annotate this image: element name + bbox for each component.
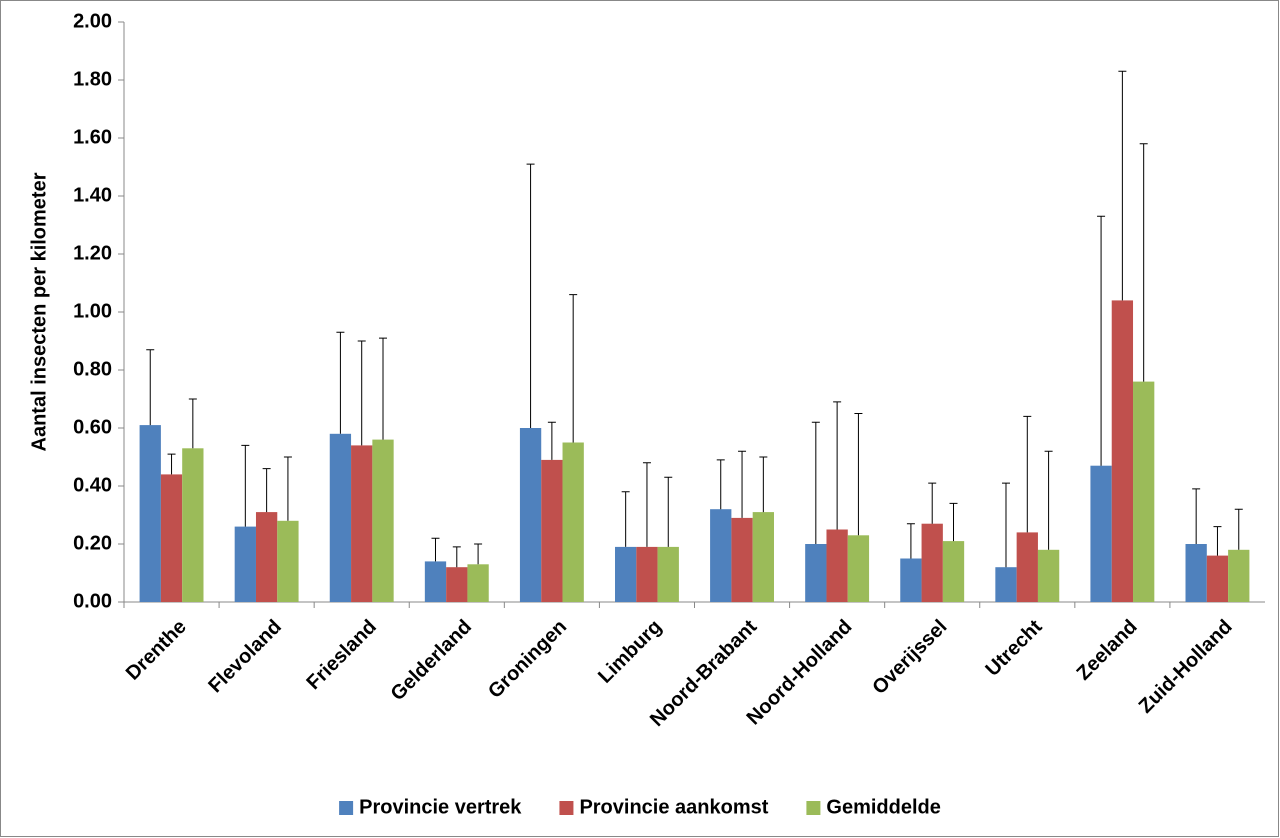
y-tick-label: 1.60 <box>73 126 112 148</box>
bar <box>182 448 204 602</box>
error-bar <box>664 476 673 547</box>
legend-swatch <box>559 801 574 815</box>
bar <box>519 428 542 602</box>
bar <box>847 535 870 602</box>
error-bar <box>759 456 768 513</box>
error-bar <box>854 413 863 536</box>
legend-label: Gemiddelde <box>826 796 940 818</box>
bar <box>1133 381 1155 602</box>
bar <box>541 459 563 602</box>
y-tick-label: 1.80 <box>73 68 112 90</box>
bar <box>424 561 447 602</box>
error-bar <box>1213 526 1222 556</box>
error-bar <box>1023 415 1032 533</box>
bar <box>731 517 753 602</box>
error-bar <box>188 398 197 449</box>
error-bar <box>547 421 556 460</box>
error-bar <box>621 491 630 547</box>
bar <box>636 546 658 602</box>
y-tick-label: 1.00 <box>73 300 112 322</box>
bar <box>160 474 183 602</box>
bar <box>1016 532 1038 602</box>
error-bar <box>526 163 535 428</box>
bar <box>277 520 299 602</box>
error-bar <box>357 340 366 446</box>
bar <box>446 567 468 602</box>
error-bar <box>1139 143 1148 382</box>
bar <box>942 541 965 602</box>
error-bar <box>167 453 176 475</box>
bar <box>1185 544 1207 602</box>
error-bar <box>336 331 345 434</box>
bar <box>234 526 256 602</box>
bar <box>1090 465 1112 602</box>
error-bar <box>1044 450 1053 550</box>
y-tick-label: 1.20 <box>73 242 112 264</box>
bar <box>329 433 352 602</box>
bar <box>372 439 394 602</box>
y-tick-label: 2.00 <box>73 10 112 32</box>
error-bar <box>379 337 388 440</box>
error-bar <box>1192 488 1201 544</box>
bar <box>995 567 1017 602</box>
bar <box>921 523 943 602</box>
error-bar <box>1234 508 1243 550</box>
error-bar <box>811 421 820 544</box>
error-bar <box>928 482 937 524</box>
error-bar <box>1118 70 1127 301</box>
error-bar <box>642 462 651 547</box>
legend-label: Provincie vertrek <box>359 796 522 818</box>
bar <box>826 529 848 602</box>
bar <box>1206 555 1229 602</box>
legend-swatch <box>806 801 821 815</box>
bar <box>467 564 489 602</box>
bar <box>710 509 732 602</box>
error-bar <box>283 456 292 521</box>
bar <box>255 512 278 602</box>
y-axis-label: Aantal insecten per kilometer <box>28 172 50 451</box>
error-bar <box>569 294 578 443</box>
bar <box>752 512 774 602</box>
error-bar <box>1097 215 1106 466</box>
y-tick-label: 0.80 <box>73 358 112 380</box>
y-tick-label: 0.20 <box>73 532 112 554</box>
bar <box>615 546 637 602</box>
y-tick-label: 0.00 <box>73 590 112 612</box>
error-bar <box>262 468 271 513</box>
error-bar <box>949 502 958 542</box>
bar <box>139 425 161 602</box>
error-bar <box>431 537 440 562</box>
bar <box>1037 549 1060 602</box>
y-tick-label: 0.40 <box>73 474 112 496</box>
bar <box>1228 549 1250 602</box>
bar <box>1111 300 1134 602</box>
y-tick-label: 0.60 <box>73 416 112 438</box>
bar <box>562 442 584 602</box>
error-bar <box>716 459 725 510</box>
legend-swatch <box>339 801 354 815</box>
error-bar <box>738 450 747 518</box>
error-bar <box>906 523 915 559</box>
error-bar <box>452 546 461 568</box>
bar <box>657 546 679 602</box>
error-bar <box>474 543 483 565</box>
error-bar <box>833 401 842 530</box>
legend-label: Provincie aankomst <box>579 796 768 818</box>
y-tick-label: 1.40 <box>73 184 112 206</box>
bar <box>900 558 922 602</box>
bar <box>351 445 373 602</box>
bar <box>805 544 827 602</box>
error-bar <box>241 444 250 527</box>
error-bar <box>146 349 155 426</box>
error-bar <box>1001 482 1010 568</box>
